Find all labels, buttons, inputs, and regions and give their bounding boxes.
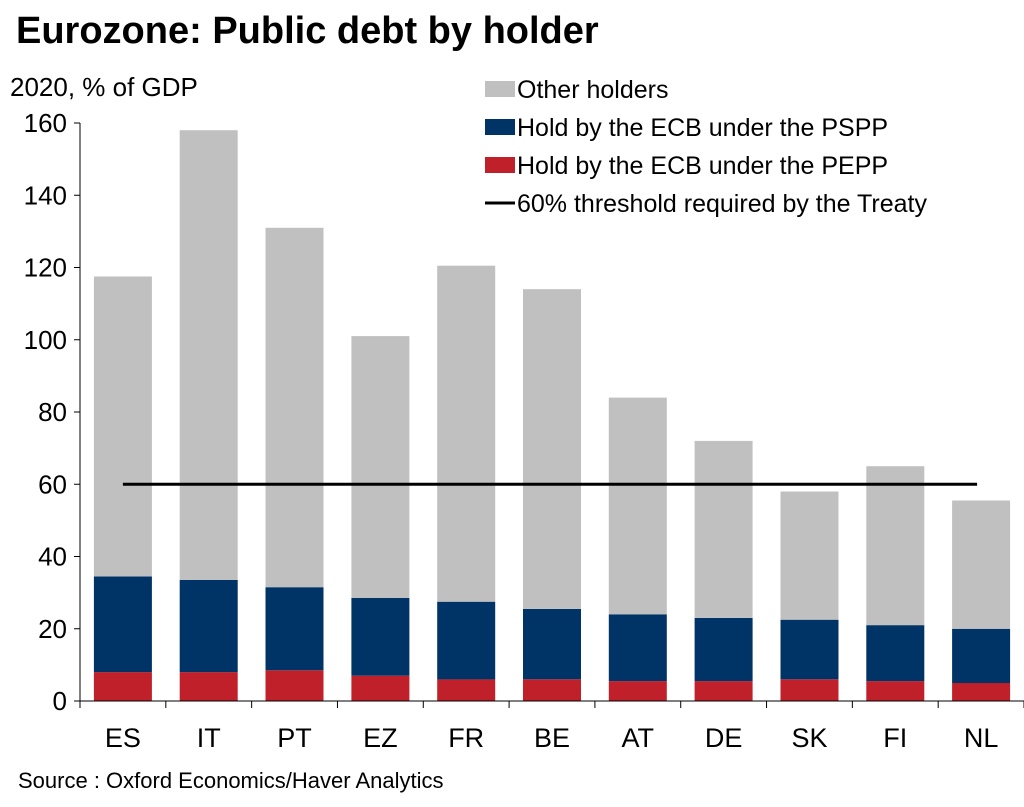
legend-label-threshold: 60% threshold required by the Treaty xyxy=(517,190,927,218)
legend-label-pepp: Hold by the ECB under the PEPP xyxy=(517,152,888,180)
bar-pspp-de xyxy=(694,617,753,682)
bar-other-sk xyxy=(780,491,839,620)
bar-pspp-ez xyxy=(351,598,410,676)
bar-pepp-it xyxy=(179,672,238,701)
x-tick-label: FI xyxy=(883,723,907,753)
bar-other-fi xyxy=(866,466,925,626)
y-tick-label: 100 xyxy=(24,325,67,355)
x-tick-label: AT xyxy=(622,723,655,753)
y-tick-label: 40 xyxy=(38,542,67,572)
bar-pepp-be xyxy=(523,679,581,701)
bar-pepp-es xyxy=(93,672,152,701)
legend-label-other: Other holders xyxy=(517,76,668,104)
bar-other-pt xyxy=(265,227,324,588)
legend-label-pspp: Hold by the ECB under the PSPP xyxy=(517,114,888,142)
x-tick-label: PT xyxy=(277,723,312,753)
bar-pspp-it xyxy=(179,580,238,673)
legend-swatch-other xyxy=(485,81,515,97)
bar-other-it xyxy=(179,130,238,580)
x-tick-label: BE xyxy=(534,723,570,753)
y-tick-label: 80 xyxy=(38,397,67,427)
bar-pepp-pt xyxy=(265,670,324,701)
bar-pspp-sk xyxy=(780,619,839,680)
source-note: Source : Oxford Economics/Haver Analytic… xyxy=(18,768,444,793)
bar-pspp-nl xyxy=(952,628,1011,683)
legend-swatch-pepp xyxy=(485,157,515,173)
bars xyxy=(93,130,1011,701)
x-tick-label: FR xyxy=(448,723,484,753)
legend: Other holders Hold by the ECB under the P… xyxy=(485,76,927,218)
bar-pspp-fr xyxy=(437,601,496,680)
x-tick-label: DE xyxy=(705,723,743,753)
y-tick-label: 0 xyxy=(53,686,67,716)
x-tick-label: SK xyxy=(791,723,827,753)
bar-pspp-pt xyxy=(265,587,324,671)
bar-other-es xyxy=(93,276,152,577)
bar-pspp-be xyxy=(523,608,581,680)
bar-pepp-ez xyxy=(351,675,410,701)
y-tick-label: 120 xyxy=(24,253,67,283)
bar-other-fr xyxy=(437,265,496,602)
bar-pepp-sk xyxy=(780,679,839,701)
bar-pspp-at xyxy=(608,614,667,682)
bar-other-ez xyxy=(351,336,410,598)
x-tick-label: ES xyxy=(105,723,141,753)
bar-other-be xyxy=(523,289,581,609)
bar-pepp-nl xyxy=(952,682,1011,701)
bar-other-de xyxy=(694,440,753,618)
y-axis-label: 2020, % of GDP xyxy=(10,72,198,102)
y-tick-label: 60 xyxy=(38,469,67,499)
y-tick-label: 140 xyxy=(24,180,67,210)
x-tick-label: NL xyxy=(964,723,999,753)
bar-pepp-fi xyxy=(866,681,925,701)
bar-pepp-at xyxy=(608,681,667,701)
bar-pepp-de xyxy=(694,681,753,701)
bar-other-nl xyxy=(952,500,1011,629)
bar-pepp-fr xyxy=(437,679,496,701)
bar-pspp-fi xyxy=(866,625,925,682)
y-tick-label: 160 xyxy=(24,108,67,138)
x-tick-label: IT xyxy=(197,723,221,753)
bar-other-at xyxy=(608,397,667,615)
chart-title: Eurozone: Public debt by holder xyxy=(16,10,599,52)
bar-pspp-es xyxy=(93,576,152,673)
legend-swatch-pspp xyxy=(485,119,515,135)
y-tick-label: 20 xyxy=(38,614,67,644)
axes: 0 20 40 60 80 100 120 140 160 ES IT PT EZ FR BE AT DE SK F… xyxy=(24,108,1024,753)
x-tick-label: EZ xyxy=(363,723,398,753)
